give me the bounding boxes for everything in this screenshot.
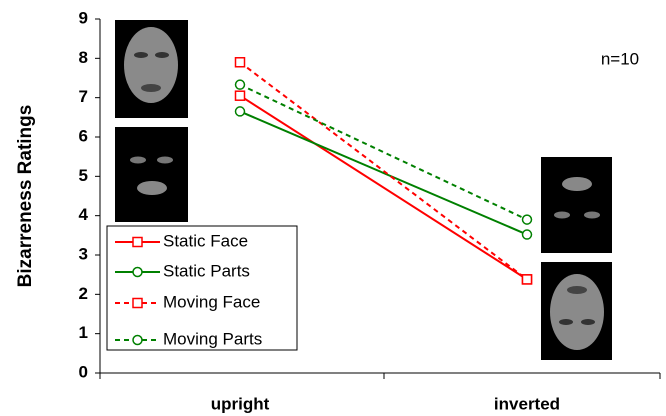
legend-label: Moving Face <box>163 292 260 311</box>
marker <box>236 80 245 89</box>
legend-label: Moving Parts <box>163 329 262 348</box>
y-axis-label: Bizarreness Ratings <box>15 105 36 288</box>
series-line <box>240 85 527 220</box>
y-tick-label: 6 <box>79 126 88 145</box>
y-tick-label: 2 <box>79 284 88 303</box>
marker <box>523 230 532 239</box>
legend-marker <box>133 268 142 277</box>
marker <box>236 91 245 100</box>
face-image-inverted <box>541 262 612 360</box>
y-tick-label: 8 <box>79 48 88 67</box>
legend-marker <box>133 238 142 247</box>
legend-marker <box>133 299 142 308</box>
legend-marker <box>133 336 142 345</box>
marker <box>523 215 532 224</box>
x-tick-label: upright <box>211 394 270 413</box>
y-tick-label: 7 <box>79 87 88 106</box>
parts-image-inverted <box>541 157 612 253</box>
legend-label: Static Face <box>163 231 248 250</box>
marker <box>236 58 245 67</box>
face-image-upright <box>115 20 188 118</box>
series-line <box>240 111 527 234</box>
annotation: n=10 <box>601 49 639 68</box>
y-tick-label: 3 <box>79 244 88 263</box>
y-tick-label: 0 <box>79 362 88 381</box>
parts-image-upright <box>115 127 188 222</box>
y-tick-label: 1 <box>79 323 88 342</box>
y-tick-label: 5 <box>79 166 88 185</box>
marker <box>523 275 532 284</box>
chart: Bizarreness Ratings n=10 0 1 2 3 4 5 6 7 8 9 uprig… <box>0 0 666 416</box>
y-tick-label: 4 <box>79 205 89 224</box>
marker <box>236 107 245 116</box>
y-tick-label: 9 <box>79 8 88 27</box>
legend-label: Static Parts <box>163 261 250 280</box>
x-tick-label: inverted <box>494 394 560 413</box>
